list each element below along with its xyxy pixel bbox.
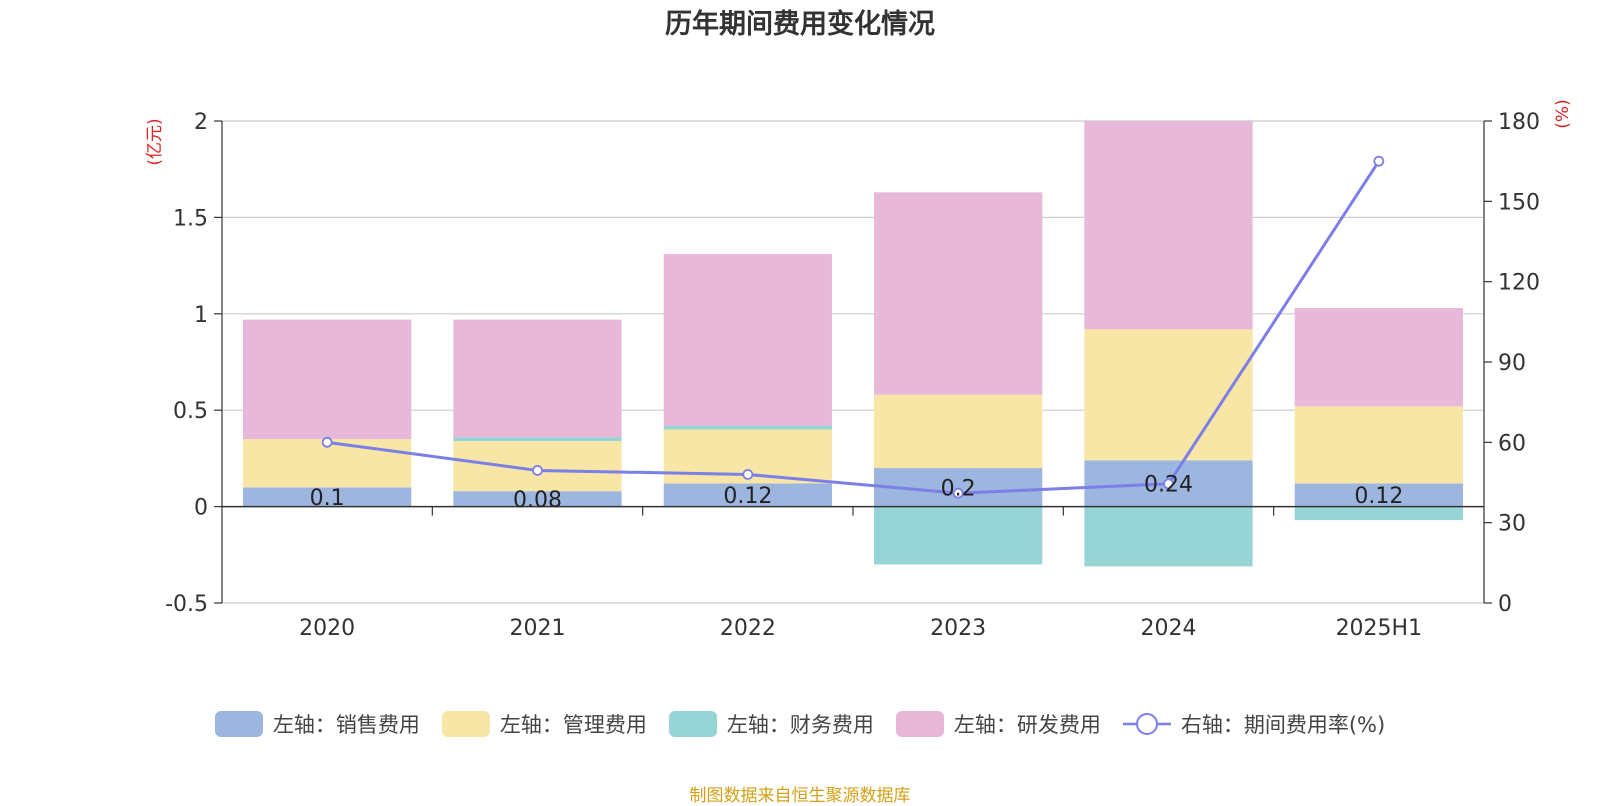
bar-segment-4-2022 [663, 254, 832, 426]
legend-label-rate: 右轴：期间费用率(%) [1180, 713, 1386, 737]
left-tick-label: -0.5 [165, 592, 208, 617]
x-tick-label: 2022 [720, 616, 776, 641]
right-tick-label: 60 [1498, 431, 1526, 456]
legend: 左轴：销售费用 左轴：管理费用 左轴：财务费用 左轴：研发费用 右轴：期间费用率… [0, 706, 1600, 742]
right-tick-label: 90 [1498, 351, 1526, 376]
right-axis-unit: (%) [1553, 99, 1573, 128]
legend-item-finance[interactable]: 左轴：财务费用 [668, 709, 874, 739]
left-axis-unit: (亿元) [145, 118, 165, 165]
rate-line [321, 155, 1385, 499]
right-tick-label: 30 [1498, 512, 1526, 537]
right-tick-label: 150 [1498, 190, 1540, 215]
data-label: 0.12 [1354, 484, 1403, 509]
legend-label-admin: 左轴：管理费用 [499, 713, 647, 737]
bar-segment-3-2023 [874, 506, 1043, 565]
legend-swatch-sales [214, 711, 263, 737]
right-tick-label: 180 [1498, 110, 1540, 135]
bar-segment-4-2021 [453, 319, 622, 438]
data-label: 0.24 [1144, 472, 1193, 497]
legend-item-rate[interactable]: 右轴：期间费用率(%) [1122, 709, 1386, 739]
bars [243, 121, 1463, 567]
bar-segment-1-2022 [663, 483, 832, 507]
x-tick-label: 2023 [930, 616, 986, 641]
bar-segment-3-2021 [453, 437, 622, 442]
bar-segment-3-2025H1 [1294, 506, 1463, 521]
legend-label-sales: 左轴：销售费用 [272, 713, 420, 737]
bar-segment-1-2025H1 [1294, 483, 1463, 507]
bar-segment-3-2022 [663, 425, 832, 430]
bar-segment-2-2023 [874, 394, 1043, 469]
data-label: 0.08 [513, 488, 562, 513]
legend-label-finance: 左轴：财务费用 [726, 713, 874, 737]
axes: 2 1.5 1 0.5 0 -0.5 180 150 120 90 60 30 0 2020 2021 202… [165, 110, 1540, 641]
chart-title: 历年期间费用变化情况 [665, 8, 935, 40]
legend-line-marker-icon [1122, 713, 1171, 735]
data-label: 0.12 [723, 484, 772, 509]
right-tick-label: 0 [1498, 592, 1512, 617]
bar-segment-4-2023 [874, 192, 1043, 395]
legend-label-rd: 左轴：研发费用 [953, 713, 1101, 737]
x-tick-label: 2025H1 [1336, 616, 1423, 641]
right-tick-label: 120 [1498, 271, 1540, 296]
left-tick-label: 0.5 [173, 399, 208, 424]
legend-swatch-rd [895, 711, 944, 737]
left-tick-label: 2 [194, 110, 208, 135]
legend-item-admin[interactable]: 左轴：管理费用 [441, 709, 647, 739]
legend-item-sales[interactable]: 左轴：销售费用 [214, 709, 420, 739]
rate-line-point [1163, 478, 1174, 490]
rate-line-point [952, 487, 964, 499]
rate-line-point [532, 465, 543, 476]
x-tick-label: 2024 [1141, 616, 1197, 641]
bar-segment-4-2020 [243, 319, 412, 440]
left-tick-label: 1.5 [173, 206, 208, 231]
bar-segment-4-2025H1 [1294, 308, 1463, 407]
bar-segment-2-2024 [1084, 329, 1253, 461]
x-tick-label: 2021 [510, 616, 566, 641]
rate-line-point [321, 436, 333, 448]
bar-segment-2-2025H1 [1294, 406, 1463, 484]
bar-segment-1-2020 [243, 487, 412, 507]
bar-segment-4-2024 [1084, 121, 1253, 330]
bar-segment-1-2021 [453, 491, 622, 507]
rate-line-point [1373, 155, 1385, 167]
data-source-note: 制图数据来自恒生聚源数据库 [689, 786, 911, 806]
left-tick-label: 1 [194, 303, 208, 328]
data-labels: 0.1 0.08 0.12 0.2 0.24 0.12 [310, 472, 1404, 512]
bar-segment-3-2024 [1084, 506, 1253, 567]
left-tick-label: 0 [194, 496, 208, 521]
legend-item-rd[interactable]: 左轴：研发费用 [895, 709, 1101, 739]
data-label: 0.1 [310, 486, 345, 511]
legend-swatch-admin [441, 711, 490, 737]
legend-swatch-finance [668, 711, 717, 737]
data-label: 0.2 [941, 476, 976, 501]
rate-line-path [326, 160, 1381, 495]
x-tick-label: 2020 [299, 616, 355, 641]
rate-line-point [742, 469, 754, 480]
